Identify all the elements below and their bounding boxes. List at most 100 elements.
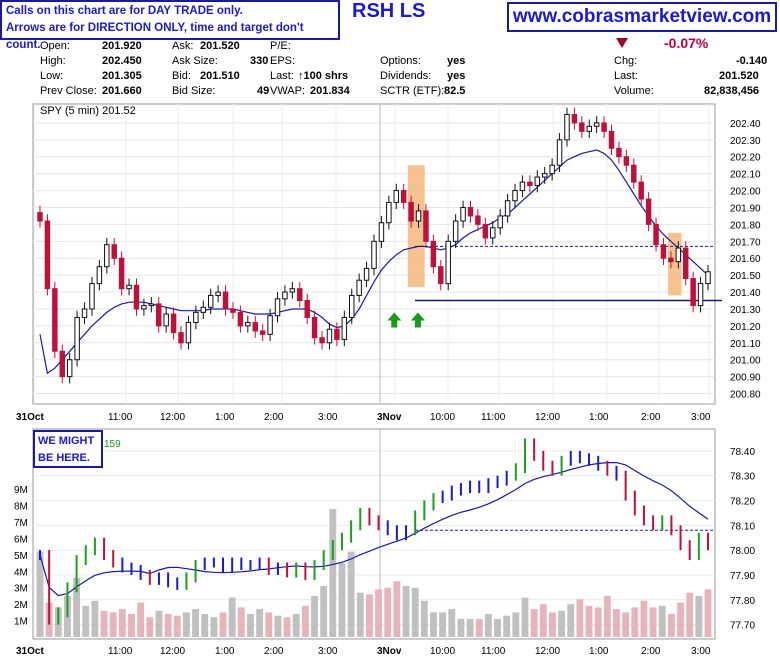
website-banner[interactable]: www.cobrasmarketview.com bbox=[507, 2, 777, 32]
volume-bar bbox=[539, 604, 547, 637]
candle-body bbox=[616, 147, 622, 158]
volume-bar bbox=[466, 618, 474, 637]
x-tick-label: 11:00 bbox=[481, 646, 506, 657]
down-triangle-icon bbox=[616, 38, 628, 48]
volume-bar bbox=[347, 551, 355, 637]
volume-bar bbox=[247, 614, 254, 637]
indicator-chart[interactable]: 78.40 78.30 78.20 78.10 78.00 77.90 77.80 77.70… bbox=[0, 425, 780, 659]
options-label: Options: bbox=[380, 55, 421, 67]
candle-body bbox=[193, 311, 199, 324]
volume-bar bbox=[622, 612, 630, 637]
volume-bar bbox=[677, 602, 684, 637]
candle-body bbox=[423, 210, 429, 242]
ask-size-value: 330 bbox=[250, 55, 269, 67]
candle-body bbox=[564, 113, 570, 141]
eps-label: EPS: bbox=[270, 55, 296, 67]
up-arrow-icon bbox=[410, 312, 425, 328]
volume-bar bbox=[91, 600, 99, 637]
volume-bar bbox=[585, 605, 593, 637]
candle-body bbox=[133, 284, 140, 310]
volume-bar bbox=[265, 612, 273, 637]
candle-body bbox=[118, 257, 125, 290]
y-tick-label: 202.40 bbox=[730, 119, 761, 130]
volume-bar bbox=[36, 551, 44, 637]
x-tick-label: 1:00 bbox=[215, 412, 235, 422]
candle-body bbox=[222, 291, 229, 310]
volume-bar bbox=[146, 617, 154, 637]
y-tick-label: 202.30 bbox=[730, 136, 761, 147]
low-label: Low: bbox=[40, 70, 64, 82]
candle-body bbox=[460, 206, 466, 222]
candle-body bbox=[534, 176, 541, 186]
candle-body bbox=[89, 283, 95, 310]
candle-body bbox=[274, 298, 281, 317]
volume-bar bbox=[521, 597, 529, 637]
volume-bar bbox=[320, 586, 328, 637]
candle-body bbox=[645, 198, 652, 225]
price-chart[interactable]: 202.40 202.30 202.20 202.10 202.00 201.90 201.… bbox=[0, 100, 780, 422]
candle-body bbox=[497, 215, 503, 229]
y-tick-label: 201.90 bbox=[730, 203, 761, 214]
x-tick-label: 11:00 bbox=[108, 646, 133, 657]
candle-body bbox=[66, 359, 73, 378]
ask-value: 201.520 bbox=[200, 40, 240, 52]
y-tick-label: 201.60 bbox=[730, 254, 761, 265]
volume-tick-label: 3M bbox=[14, 584, 28, 595]
volume-bar bbox=[274, 615, 282, 637]
candle-body bbox=[556, 139, 563, 166]
volume-bar bbox=[100, 610, 108, 637]
candle-body bbox=[178, 332, 184, 344]
y-tick-label: 77.80 bbox=[730, 596, 755, 607]
volume-bar bbox=[237, 607, 245, 637]
candle-body bbox=[311, 316, 318, 339]
candle-body bbox=[527, 181, 533, 186]
last-trade-size: ↑100 shrs bbox=[298, 70, 348, 82]
volume-bar bbox=[420, 600, 428, 637]
x-tick-label: 3Nov bbox=[377, 412, 402, 422]
y-tick-label: 202.10 bbox=[730, 170, 761, 181]
candle-body bbox=[512, 190, 518, 202]
candle-body bbox=[400, 190, 407, 203]
x-tick-label: 3:00 bbox=[691, 412, 711, 422]
volume-bar bbox=[375, 589, 383, 637]
x-tick-label: 2:00 bbox=[641, 646, 661, 657]
symbol-title: RSH LS bbox=[352, 0, 426, 22]
volume-bar bbox=[192, 609, 199, 637]
y-tick-label: 201.40 bbox=[730, 288, 761, 299]
volume-bar bbox=[686, 592, 694, 637]
up-arrow-icon bbox=[387, 312, 402, 328]
x-tick-label: 1:00 bbox=[589, 412, 609, 422]
x-tick-label: 3:00 bbox=[691, 646, 711, 657]
volume-bar bbox=[503, 615, 511, 637]
volume-bar bbox=[301, 605, 309, 637]
volume-bar bbox=[128, 614, 135, 637]
y-tick-label: 202.20 bbox=[730, 153, 761, 164]
volume-bar bbox=[118, 609, 126, 637]
last-label: Last: bbox=[270, 70, 294, 82]
candle-body bbox=[341, 316, 348, 340]
bid-size-value: 49 bbox=[257, 85, 270, 97]
candle-body bbox=[571, 113, 578, 124]
chart-title: SPY (5 min) 201.52 bbox=[40, 105, 136, 117]
volume-bar bbox=[658, 605, 666, 637]
y-tick-label: 201.30 bbox=[730, 305, 761, 316]
candle-body bbox=[408, 201, 414, 222]
volume-label: Volume: bbox=[614, 85, 654, 97]
volume-bar bbox=[667, 614, 675, 637]
volume-bar bbox=[338, 563, 346, 637]
candle-body bbox=[104, 244, 110, 268]
open-label: Open: bbox=[40, 40, 70, 52]
candle-body bbox=[215, 291, 221, 296]
candle-body bbox=[519, 181, 526, 192]
volume-bar bbox=[292, 614, 300, 637]
y-tick-label: 201.50 bbox=[730, 271, 761, 282]
x-tick-label: 10:00 bbox=[430, 646, 455, 657]
x-tick-label: 12:00 bbox=[535, 412, 560, 422]
candle-body bbox=[289, 288, 296, 293]
x-tick-label: 31Oct bbox=[16, 412, 44, 422]
dividends-value: yes bbox=[447, 70, 466, 82]
volume-bar bbox=[603, 595, 611, 637]
volume-bar bbox=[164, 614, 172, 637]
x-tick-label: 10:00 bbox=[430, 412, 455, 422]
candle-body bbox=[334, 328, 340, 340]
